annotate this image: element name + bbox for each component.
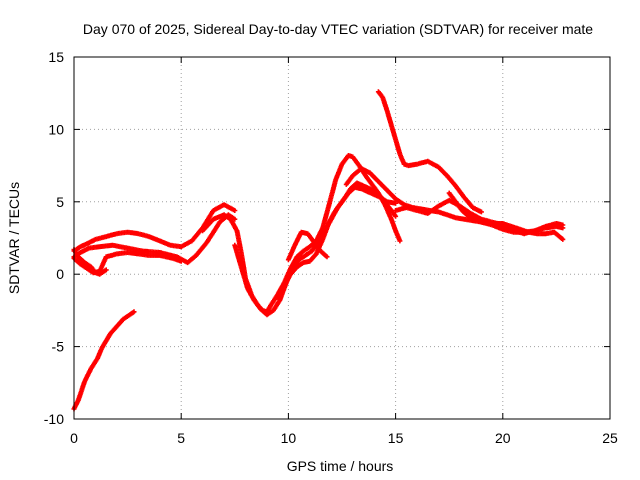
series-track-5: [71, 247, 109, 277]
data-marks: [71, 89, 566, 412]
series-track-1: [71, 309, 137, 412]
y-tick-label: 15: [48, 49, 64, 65]
x-tick-label: 25: [602, 430, 618, 446]
y-tick-label: 0: [56, 266, 64, 282]
data-point-marker: [232, 208, 238, 213]
series-track-13: [446, 190, 566, 242]
y-tick-label: 5: [56, 194, 64, 210]
data-point-marker: [560, 222, 566, 228]
data-point-marker: [560, 236, 566, 242]
data-point-marker: [131, 309, 137, 315]
x-axis-title: GPS time / hours: [287, 458, 394, 474]
x-tick-label: 20: [495, 430, 511, 446]
axis-ticks: 0 5 10 15 20 25 -10 -5 0 5 10 15: [44, 49, 618, 446]
x-tick-label: 10: [281, 430, 297, 446]
y-tick-label: -5: [52, 339, 65, 355]
data-point-marker: [324, 254, 330, 260]
data-point-marker: [232, 216, 238, 222]
data-point-marker: [103, 267, 109, 273]
y-tick-label: -10: [44, 411, 64, 427]
data-point-marker: [478, 209, 484, 215]
data-point-marker: [393, 200, 399, 206]
data-point-marker: [397, 238, 403, 244]
y-axis-title: SDTVAR / TECUs: [6, 182, 22, 294]
series-track-10: [375, 89, 484, 215]
x-tick-label: 15: [388, 430, 404, 446]
x-tick-label: 0: [70, 430, 78, 446]
data-point-marker: [178, 258, 184, 264]
series-track-7: [232, 180, 399, 318]
chart-title: Day 070 of 2025, Sidereal Day-to-day VTE…: [83, 21, 593, 37]
series-track-9: [285, 229, 330, 263]
series-track-2: [71, 202, 238, 254]
x-tick-label: 5: [177, 430, 185, 446]
plot-frame: [73, 56, 611, 420]
series-track-12: [393, 197, 566, 237]
y-tick-label: 10: [48, 121, 64, 137]
data-point-marker: [393, 213, 399, 219]
